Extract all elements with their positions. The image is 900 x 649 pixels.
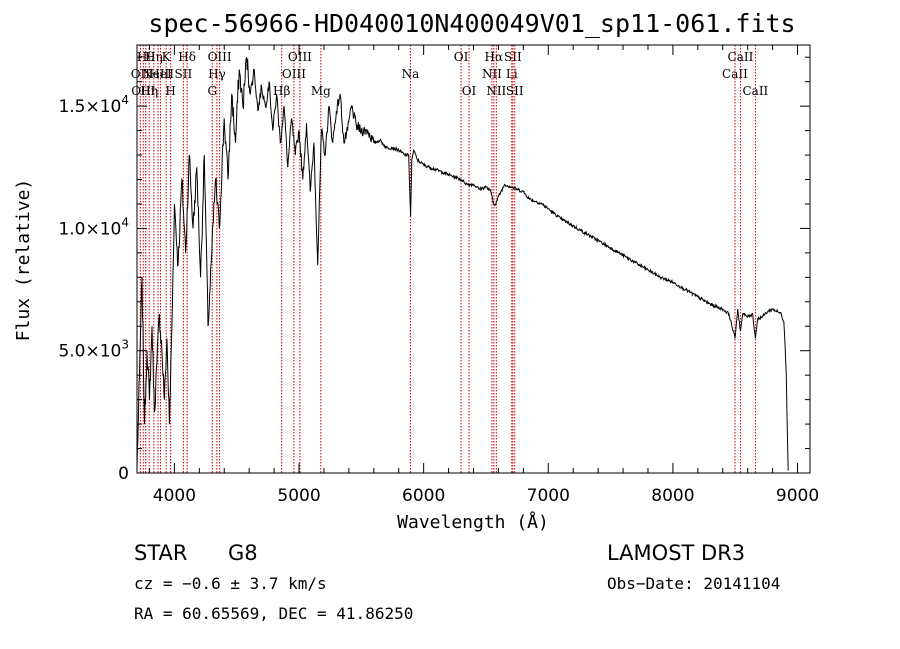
plot-frame xyxy=(136,44,811,474)
observation-date: Obs−Date: 20141104 xyxy=(607,574,780,593)
object-class: STAR xyxy=(134,541,187,565)
x-tick-label: 6000 xyxy=(402,486,445,506)
x-tick-label: 4000 xyxy=(153,486,196,506)
marker-label-2: Hθ xyxy=(137,50,155,64)
marker-label-13: OIII xyxy=(208,50,232,64)
survey-name: LAMOST DR3 xyxy=(607,541,745,565)
x-axis-label: Wavelength (Å) xyxy=(397,511,549,533)
marker-label-17: Mg xyxy=(311,84,331,98)
marker-label-16: OIII xyxy=(288,50,312,64)
y-tick-mantissa: 0 xyxy=(118,464,129,484)
marker-label-21: NII xyxy=(482,67,502,81)
x-tick-label: 5000 xyxy=(277,486,320,506)
chart-title: spec-56966-HD040010N400049V01_sp11-061.f… xyxy=(148,9,795,38)
marker-label-27: CaII xyxy=(722,67,748,81)
x-tick-label: 7000 xyxy=(527,486,570,506)
marker-label-20: OI xyxy=(462,84,477,98)
y-tick-label: 0 xyxy=(118,464,129,484)
marker-label-18: Na xyxy=(402,67,420,81)
y-tick-mantissa: 1.0×10 xyxy=(58,219,121,239)
y-axis-label: Flux (relative) xyxy=(13,179,34,342)
marker-label-11: G xyxy=(207,84,217,98)
spectral-subclass: G8 xyxy=(228,541,258,565)
marker-label-29: CaII xyxy=(742,84,768,98)
marker-label-24: Li xyxy=(506,67,518,81)
axis-ticks: 4000 5000 6000 7000 8000 900005.0×1031.0×1041… xyxy=(58,45,819,506)
marker-label-4: Hη xyxy=(145,50,163,64)
marker-label-23: NII xyxy=(486,84,506,98)
marker-label-9: SII xyxy=(175,67,193,81)
redshift-text: cz = −0.6 ± 3.7 km/s xyxy=(134,574,327,593)
marker-label-19: OI xyxy=(454,50,469,64)
y-tick-label: 5.0×103 xyxy=(58,338,129,362)
marker-label-25: SII xyxy=(504,50,522,64)
marker-label-15: OIII xyxy=(282,67,306,81)
marker-label-7: K xyxy=(162,50,172,64)
y-tick-exponent: 4 xyxy=(121,215,129,229)
y-tick-mantissa: 5.0×10 xyxy=(58,342,121,362)
spectrum-series xyxy=(136,57,789,471)
x-tick-label: 8000 xyxy=(651,486,694,506)
marker-label-26: SII xyxy=(506,84,524,98)
line-markers: OIIOIIIHθHηHηNeIIIHeIKHSIIHδGHγOIIIHβOII… xyxy=(131,45,769,473)
marker-label-3: Hη xyxy=(140,84,158,98)
coordinates-text: RA = 60.65569, DEC = 41.86250 xyxy=(134,604,413,623)
marker-label-28: CaII xyxy=(728,50,754,64)
y-tick-exponent: 3 xyxy=(121,338,129,352)
y-tick-mantissa: 1.5×10 xyxy=(58,97,121,117)
spectrum-line xyxy=(136,57,789,471)
marker-label-10: Hδ xyxy=(178,50,196,64)
y-tick-label: 1.0×104 xyxy=(58,215,129,239)
y-tick-exponent: 4 xyxy=(121,93,129,107)
marker-label-22: Hα xyxy=(485,50,504,64)
marker-label-8: H xyxy=(165,84,175,98)
x-tick-label: 9000 xyxy=(776,486,819,506)
marker-label-14: Hβ xyxy=(273,84,290,98)
marker-label-6: HeI xyxy=(149,67,172,81)
marker-label-12: Hγ xyxy=(208,67,226,81)
y-tick-label: 1.5×104 xyxy=(58,93,129,117)
